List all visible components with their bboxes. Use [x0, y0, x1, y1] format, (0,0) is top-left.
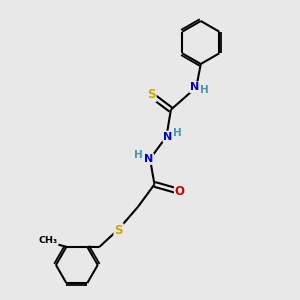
Text: S: S	[147, 88, 156, 101]
Text: H: H	[173, 128, 182, 138]
Text: N: N	[163, 132, 172, 142]
Text: O: O	[175, 185, 185, 198]
Text: CH₃: CH₃	[39, 236, 58, 245]
Text: S: S	[114, 224, 123, 237]
Text: H: H	[134, 150, 143, 161]
Text: N: N	[190, 82, 200, 92]
Text: N: N	[144, 154, 153, 164]
Text: H: H	[200, 85, 209, 95]
